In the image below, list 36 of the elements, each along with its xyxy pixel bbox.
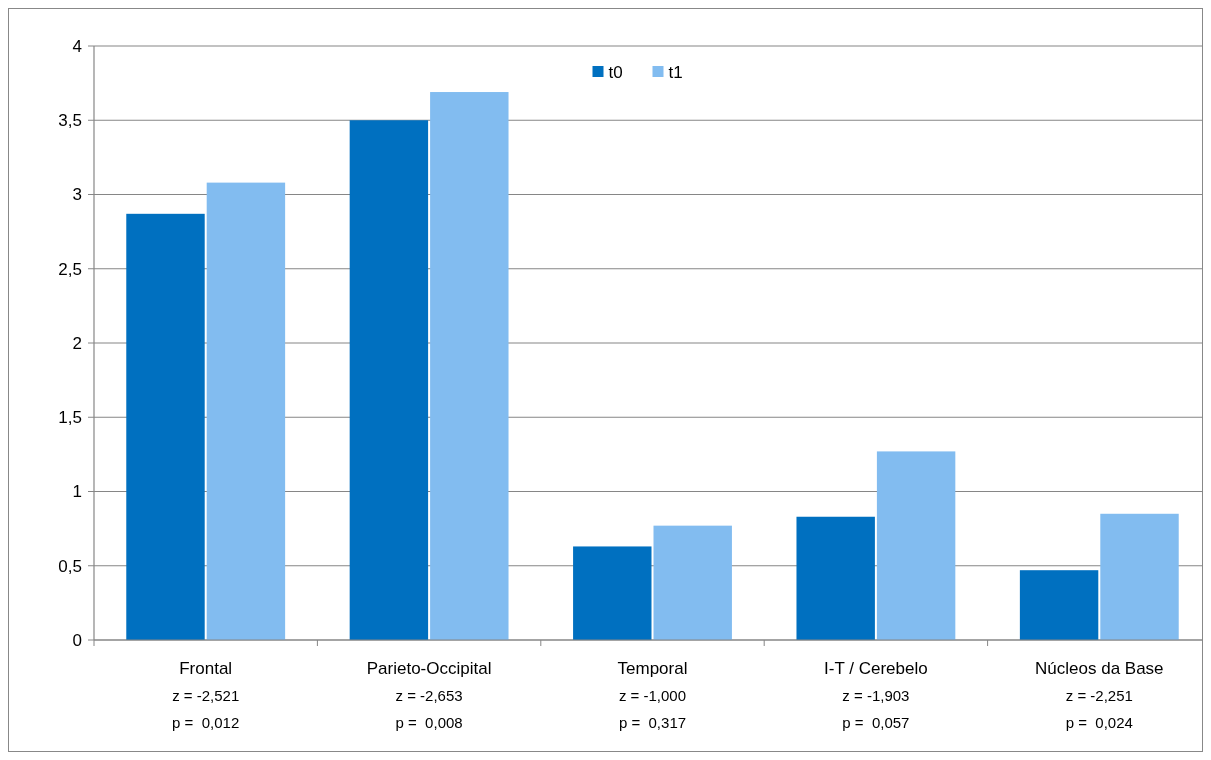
- text: z = -1,903: [842, 687, 910, 704]
- y-tick-label: 0: [72, 630, 82, 650]
- y-tick-label: 4: [72, 36, 82, 56]
- bar: [206, 182, 286, 640]
- text: p = 0,012: [172, 714, 240, 731]
- x-tick-label: Temporal: [617, 659, 688, 678]
- y-tick-label: 2,5: [58, 259, 82, 279]
- bar: [126, 213, 205, 640]
- y-tick-label: 1: [72, 482, 82, 502]
- y-tick-label: 1,5: [58, 408, 82, 428]
- text: z = -2,521: [172, 687, 240, 704]
- bar: [1100, 513, 1179, 640]
- bar: [653, 525, 732, 640]
- legend-label: t0: [608, 62, 623, 82]
- bar: [1019, 570, 1099, 640]
- text: p = 0,008: [395, 714, 463, 731]
- text: z = -1,000: [618, 687, 687, 704]
- x-tick-label: Núcleos da Base: [1035, 659, 1164, 678]
- bar: [573, 546, 652, 640]
- text: p = 0,317: [618, 714, 687, 731]
- legend-label: t1: [668, 62, 683, 82]
- bar: [430, 92, 509, 640]
- y-tick-label: 2: [72, 333, 82, 353]
- text: z = -2,251: [1065, 687, 1133, 704]
- x-tick-label: Frontal: [179, 659, 233, 678]
- y-tick-label: 0,5: [58, 556, 82, 576]
- x-tick-label: I-T / Cerebelo: [824, 659, 928, 678]
- y-tick-label: 3,5: [58, 111, 82, 131]
- bar: [796, 516, 875, 640]
- bar: [876, 451, 956, 640]
- y-tick-label: 3: [72, 185, 82, 205]
- text: p = 0,057: [842, 714, 910, 731]
- text: p = 0,024: [1065, 714, 1133, 731]
- x-tick-label: Parieto-Occipital: [366, 659, 492, 678]
- bar: [349, 120, 429, 640]
- text: z = -2,653: [395, 687, 463, 704]
